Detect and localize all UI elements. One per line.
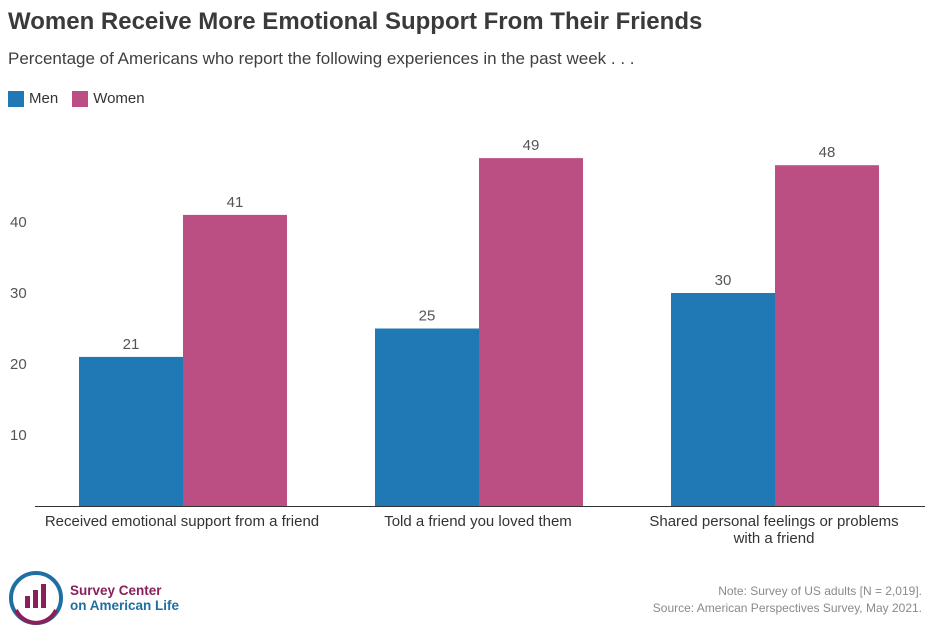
source-text: Source: American Perspectives Survey, Ma… bbox=[652, 601, 922, 615]
category-label-2: Shared personal feelings or problems wit… bbox=[649, 513, 899, 547]
survey-center-logo-icon bbox=[9, 571, 63, 625]
bar-women-2 bbox=[775, 165, 879, 506]
footnote: Note: Survey of US adults [N = 2,019]. S… bbox=[653, 583, 922, 617]
y-tick-label-40: 40 bbox=[10, 214, 27, 231]
chart-subtitle: Percentage of Americans who report the f… bbox=[8, 49, 635, 68]
value-label-women-2: 48 bbox=[819, 144, 836, 161]
legend: Men Women bbox=[8, 90, 159, 107]
bar-women-0 bbox=[183, 214, 287, 506]
note-text: Note: Survey of US adults [N = 2,019]. bbox=[718, 584, 922, 598]
legend-label-men: Men bbox=[29, 90, 59, 107]
value-label-men-1: 25 bbox=[419, 308, 436, 325]
y-tick-label-30: 30 bbox=[10, 285, 27, 302]
bar-women-1 bbox=[479, 158, 583, 506]
logo-line-2: on American Life bbox=[70, 598, 180, 613]
legend-swatch-men bbox=[8, 90, 24, 107]
legend-label-women: Women bbox=[93, 90, 145, 107]
logo-line-1: Survey Center bbox=[70, 583, 162, 598]
logo: Survey Center on American Life bbox=[8, 570, 179, 626]
value-label-men-0: 21 bbox=[123, 336, 140, 353]
value-label-women-1: 49 bbox=[523, 137, 540, 154]
bar-men-2 bbox=[671, 293, 775, 506]
value-label-men-2: 30 bbox=[715, 272, 732, 289]
bar-chart: 10 20 30 40 21 41 25 49 30 48 bbox=[10, 137, 925, 507]
value-label-women-0: 41 bbox=[227, 194, 244, 211]
category-label-1: Told a friend you loved them bbox=[384, 513, 572, 530]
legend-item-men: Men bbox=[8, 90, 58, 107]
legend-swatch-women bbox=[72, 90, 89, 107]
bar-men-1 bbox=[375, 328, 479, 506]
category-label-0: Received emotional support from a friend bbox=[44, 513, 320, 530]
y-tick-label-20: 20 bbox=[10, 356, 27, 373]
legend-item-women: Women bbox=[72, 90, 145, 107]
chart-title: Women Receive More Emotional Support Fro… bbox=[8, 8, 703, 35]
bar-men-0 bbox=[79, 356, 183, 506]
y-tick-label-10: 10 bbox=[10, 427, 27, 444]
